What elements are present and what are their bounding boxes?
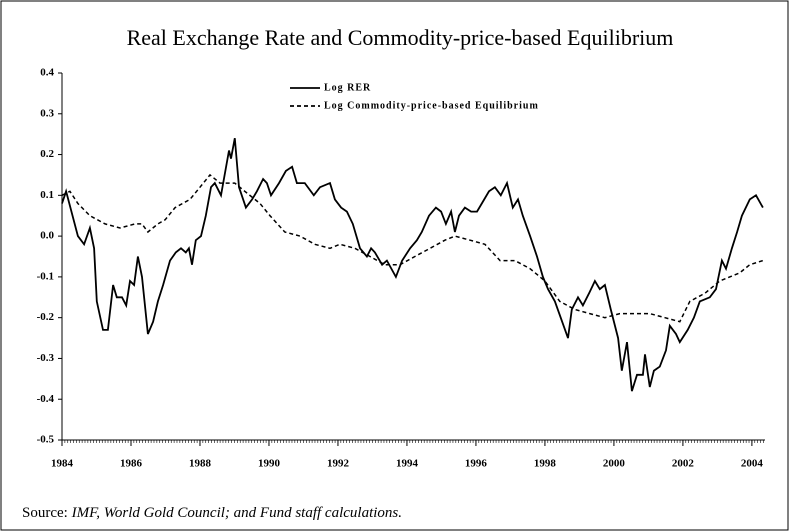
x-tick-label: 2000	[603, 458, 626, 470]
y-tick-label: 0.4	[40, 67, 54, 79]
x-tick-label: 1994	[396, 458, 419, 470]
series-line	[61, 173, 764, 323]
y-tick-label: 0.0	[40, 230, 54, 242]
x-tick-label: 1992	[327, 458, 350, 470]
y-tick-label: -0.3	[37, 352, 55, 364]
y-tick-label: 0.2	[40, 148, 54, 160]
source-label: Source:	[22, 505, 72, 521]
x-tick-label: 1990	[258, 458, 281, 470]
legend-label: Log Commodity-price-based Equilibrium	[324, 100, 539, 111]
y-tick-label: 0.3	[40, 107, 54, 119]
source-text: IMF, World Gold Council; and Fund staff …	[71, 505, 402, 521]
x-tick-label: 2002	[672, 458, 695, 470]
y-tick-label: -0.2	[37, 311, 55, 323]
x-tick-label: 1988	[189, 458, 212, 470]
x-tick-label: 1996	[465, 458, 488, 470]
x-tick-label: 2004	[741, 458, 764, 470]
y-tick-label: -0.1	[37, 270, 54, 282]
y-tick-label: 0.1	[40, 189, 54, 201]
x-tick-label: 1984	[51, 458, 74, 470]
y-tick-label: -0.4	[37, 393, 55, 405]
x-tick-label: 1986	[120, 458, 143, 470]
y-tick-label: -0.5	[37, 434, 55, 446]
chart-title: Real Exchange Rate and Commodity-price-b…	[127, 25, 674, 50]
legend-label: Log RER	[324, 82, 371, 93]
source: Source: IMF, World Gold Council; and Fun…	[22, 505, 402, 521]
x-tick-label: 1998	[534, 458, 557, 470]
series-line	[61, 138, 764, 392]
